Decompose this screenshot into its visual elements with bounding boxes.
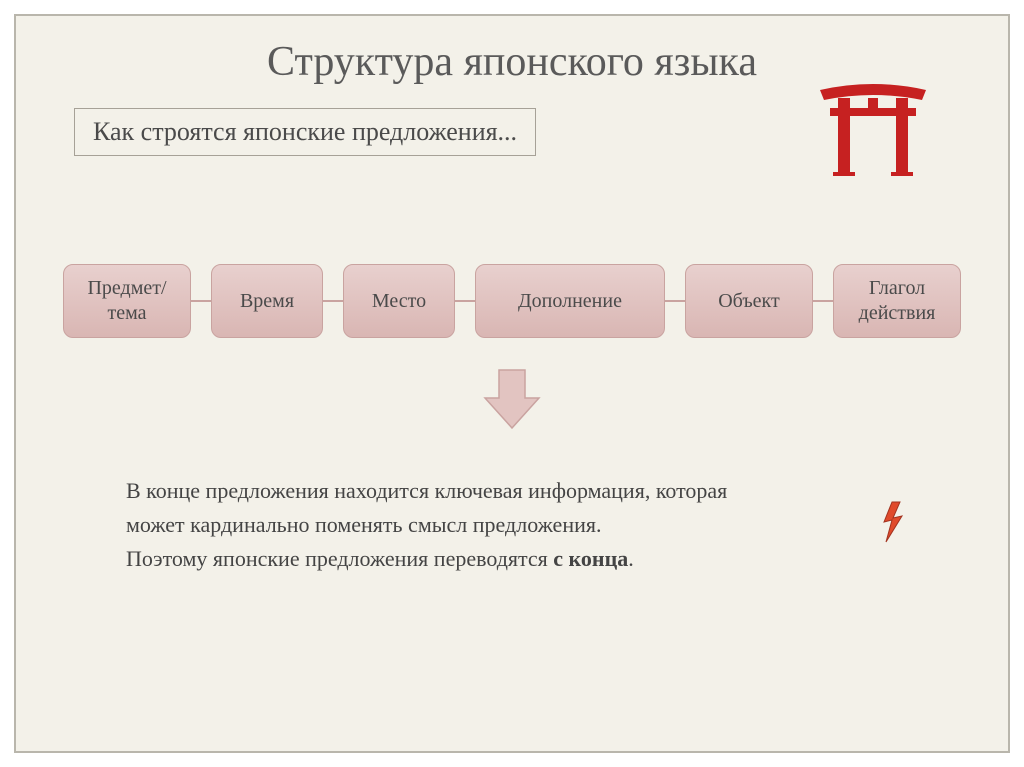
flow-connector — [191, 300, 211, 302]
flow-connector — [323, 300, 343, 302]
flow-connector — [665, 300, 685, 302]
flow-node: Время — [211, 264, 323, 338]
body-line-2: может кардинально поменять смысл предлож… — [126, 512, 601, 537]
flow-node: Глаголдействия — [833, 264, 961, 338]
torii-icon — [818, 76, 928, 181]
subtitle-box: Как строятся японские предложения... — [74, 108, 536, 156]
body-line-3b: с конца — [553, 546, 628, 571]
body-line-3a: Поэтому японские предложения переводятся — [126, 546, 553, 571]
body-line-1: В конце предложения находится ключевая и… — [126, 478, 727, 503]
flow-node: Дополнение — [475, 264, 665, 338]
explanation-text: В конце предложения находится ключевая и… — [126, 474, 898, 576]
flow-connector — [813, 300, 833, 302]
down-arrow — [16, 366, 1008, 432]
flow-node: Объект — [685, 264, 813, 338]
sentence-structure-flow: Предмет/тема Время Место Дополнение Объект Гл… — [16, 264, 1008, 338]
lightning-icon — [878, 500, 908, 554]
body-line-3c: . — [628, 546, 634, 571]
flow-node: Место — [343, 264, 455, 338]
slide-frame: Структура японского языка Как строятся я… — [14, 14, 1010, 753]
flow-connector — [455, 300, 475, 302]
flow-node: Предмет/тема — [63, 264, 191, 338]
